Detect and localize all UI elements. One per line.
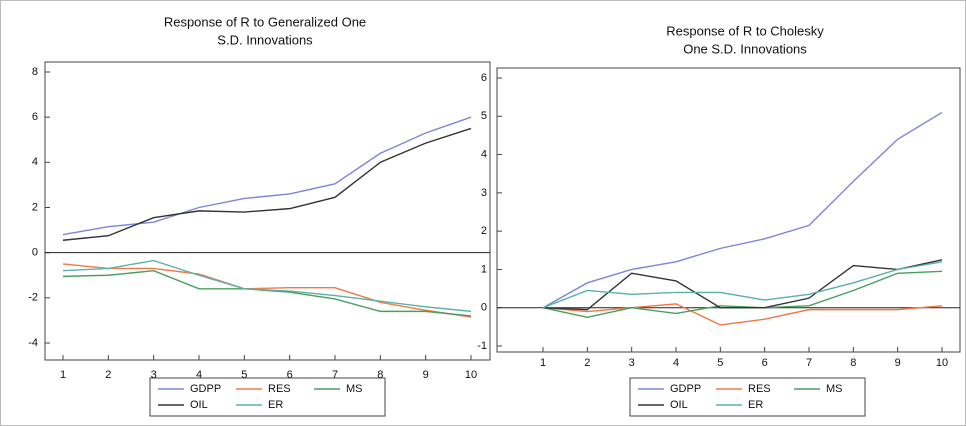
series-line — [62, 127, 472, 241]
x-tick-label: 5 — [241, 369, 247, 381]
x-tick-label: 5 — [717, 357, 723, 369]
x-tick-label: 2 — [584, 357, 590, 369]
y-tick-label: 2 — [32, 201, 38, 213]
x-tick-label: 3 — [151, 369, 157, 381]
y-tick-label: 5 — [481, 110, 487, 122]
x-tick-label: 4 — [673, 357, 679, 369]
series-line — [542, 111, 943, 309]
legend-label: GDPP — [190, 383, 221, 395]
series-line — [542, 270, 943, 319]
series-line — [542, 259, 943, 311]
legend-label: ER — [268, 399, 283, 411]
y-tick-label: 0 — [32, 247, 38, 259]
series-line — [62, 116, 472, 236]
x-tick-label: 2 — [105, 369, 111, 381]
x-tick-label: 6 — [762, 357, 768, 369]
series-line — [542, 261, 943, 309]
x-tick-label: 3 — [629, 357, 635, 369]
y-tick-label: -1 — [477, 340, 487, 352]
series-line — [62, 259, 472, 313]
legend-label: MS — [826, 383, 843, 395]
x-tick-label: 10 — [465, 369, 477, 381]
y-tick-label: 4 — [481, 148, 487, 160]
y-tick-label: 3 — [481, 187, 487, 199]
y-tick-label: 2 — [481, 225, 487, 237]
x-tick-label: 8 — [850, 357, 856, 369]
y-tick-label: -2 — [28, 292, 38, 304]
chart-title: Response of R to Generalized One — [164, 14, 366, 29]
legend-label: ER — [748, 399, 763, 411]
x-tick-label: 1 — [60, 369, 66, 381]
x-tick-label: 6 — [287, 369, 293, 381]
y-tick-label: 8 — [32, 66, 38, 78]
legend-label: RES — [748, 383, 771, 395]
x-tick-label: 7 — [332, 369, 338, 381]
chart-title: One S.D. Innovations — [683, 41, 807, 56]
x-tick-label: 8 — [377, 369, 383, 381]
series-line — [62, 263, 472, 318]
y-tick-label: 1 — [481, 263, 487, 275]
legend-label: RES — [268, 383, 291, 395]
legend-label: OIL — [670, 399, 688, 411]
y-tick-label: 6 — [481, 72, 487, 84]
legend-box — [629, 377, 866, 417]
x-tick-label: 4 — [196, 369, 202, 381]
plot-frame — [44, 61, 491, 361]
series-line — [542, 303, 943, 326]
y-tick-label: 0 — [481, 302, 487, 314]
y-tick-label: -4 — [28, 337, 38, 349]
x-tick-label: 7 — [806, 357, 812, 369]
x-tick-label: 9 — [895, 357, 901, 369]
legend-label: OIL — [190, 399, 208, 411]
x-tick-label: 9 — [423, 369, 429, 381]
legend-label: MS — [346, 383, 363, 395]
y-tick-label: 4 — [32, 156, 38, 168]
x-tick-label: 1 — [540, 357, 546, 369]
y-tick-label: 6 — [32, 111, 38, 123]
x-tick-label: 10 — [936, 357, 948, 369]
legend-label: GDPP — [670, 383, 701, 395]
legend-box — [149, 377, 386, 417]
chart-title: S.D. Innovations — [217, 32, 313, 47]
chart-title: Response of R to Cholesky — [666, 23, 824, 38]
plot-frame — [496, 67, 961, 353]
